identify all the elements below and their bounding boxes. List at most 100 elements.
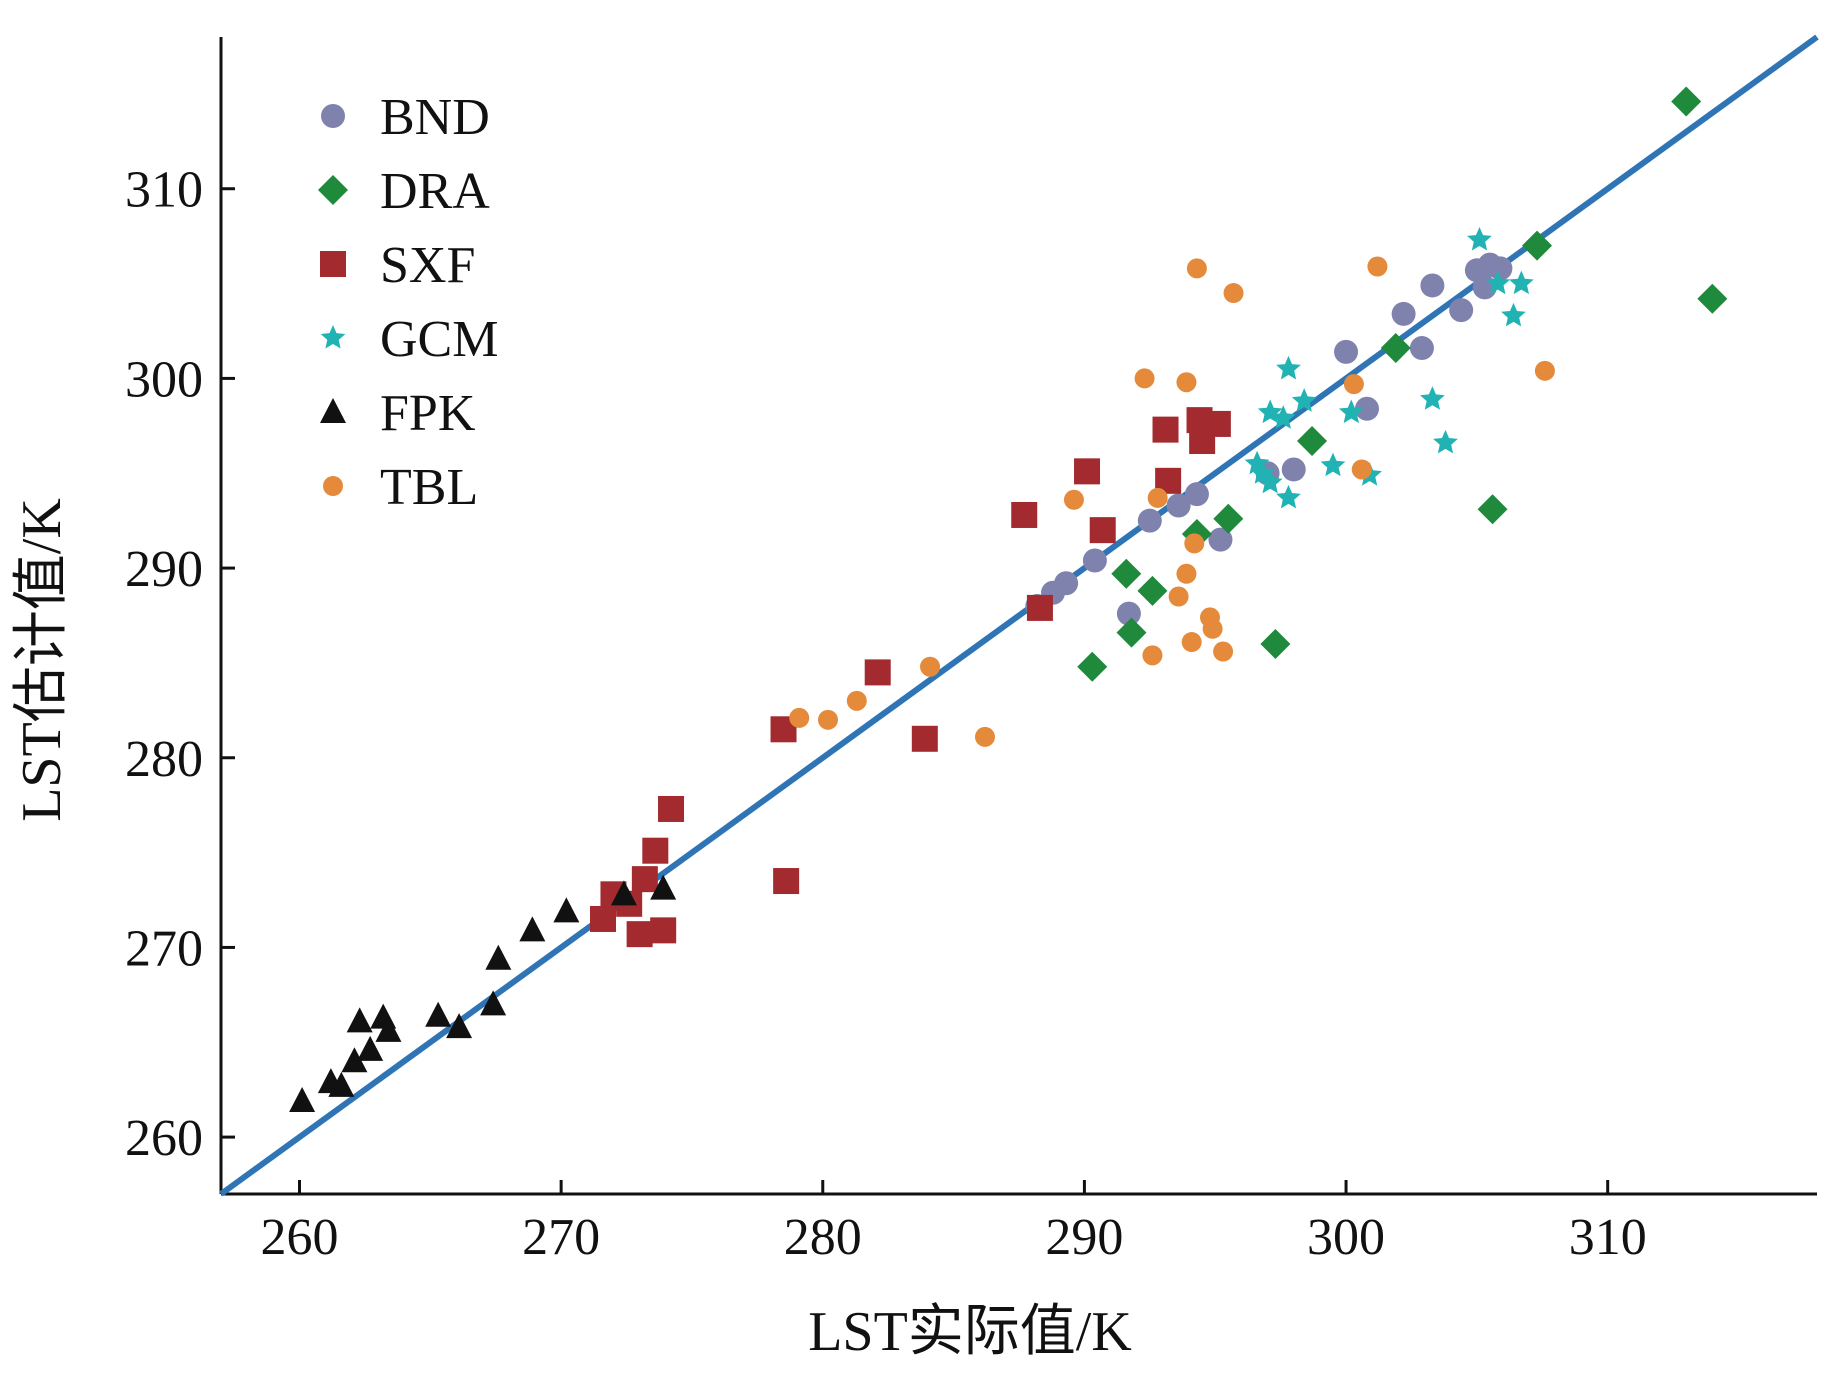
point-gcm-8 [1320,452,1346,477]
series-sxf [589,407,1231,948]
point-dra-10 [1522,230,1553,261]
series-tbl [789,256,1555,747]
legend-item-sxf: SXF [320,237,475,294]
y-axis-tick-label-260: 260 [125,1110,203,1167]
point-tbl-12 [1181,632,1202,653]
series-dra [1077,86,1728,682]
data-points-layer [289,86,1728,1113]
x-axis-title: LST实际值/K [808,1301,1132,1363]
point-sxf-10 [864,659,891,686]
point-bnd-16 [1449,298,1474,323]
point-tbl-13 [1184,533,1205,554]
point-bnd-12 [1354,396,1379,421]
legend-marker-tbl [323,476,343,496]
point-bnd-4 [1116,601,1141,626]
legend-marker-fpk [320,398,346,423]
point-tbl-18 [1223,283,1244,304]
point-fpk-15 [650,874,677,900]
legend-label-gcm: GCM [380,311,498,368]
point-tbl-10 [1176,563,1197,584]
point-fpk-7 [375,1016,402,1042]
point-dra-0 [1077,651,1108,682]
point-sxf-20 [1204,410,1231,437]
legend-label-bnd: BND [380,89,490,146]
point-fpk-2 [328,1071,355,1097]
point-bnd-7 [1184,482,1209,507]
x-axis-ticks: 260 270 280 290 300 310 [260,1180,1647,1266]
point-sxf-7 [658,795,685,822]
y-axis-ticks: 260 270 280 290 300 310 [125,162,235,1167]
point-tbl-22 [1534,360,1555,381]
point-gcm-9 [1338,399,1364,424]
point-bnd-5 [1137,508,1162,533]
point-sxf-16 [1152,416,1179,443]
point-dra-5 [1213,503,1244,534]
point-gcm-14 [1485,270,1511,295]
x-axis-tick-label-310: 310 [1569,1209,1647,1266]
point-bnd-14 [1409,336,1434,361]
point-tbl-1 [818,709,839,730]
point-fpk-9 [446,1013,473,1039]
point-fpk-0 [289,1087,316,1113]
point-bnd-8 [1208,527,1233,552]
point-tbl-16 [1202,618,1223,639]
x-axis-tick-label-270: 270 [522,1209,600,1266]
legend-label-fpk: FPK [380,385,476,442]
point-gcm-4 [1270,405,1296,429]
point-tbl-21 [1367,256,1388,277]
point-tbl-2 [846,690,867,711]
point-tbl-6 [1134,368,1155,389]
point-tbl-17 [1213,641,1234,662]
point-sxf-11 [911,725,938,752]
point-fpk-12 [519,916,546,942]
x-axis-tick-label-290: 290 [1045,1209,1123,1266]
legend-label-sxf: SXF [380,237,475,294]
legend-label-dra: DRA [380,163,490,220]
legend-item-tbl: TBL [323,459,478,516]
x-axis-tick-label-280: 280 [784,1209,862,1266]
point-bnd-20 [1488,256,1513,281]
legend-item-bnd: BND [321,89,490,146]
point-sxf-4 [631,866,658,893]
y-axis-tick-label-280: 280 [125,731,203,788]
point-sxf-14 [1074,458,1101,485]
point-dra-12 [1697,283,1728,314]
point-fpk-5 [357,1035,384,1061]
legend-marker-bnd [321,104,345,128]
fit-line [219,34,1819,1197]
y-axis-title: LST估计值/K [11,498,73,822]
point-sxf-15 [1089,517,1116,544]
point-tbl-8 [1147,487,1168,508]
point-sxf-9 [773,868,800,895]
point-tbl-5 [1063,489,1084,510]
point-fpk-11 [485,944,512,970]
point-bnd-13 [1391,301,1416,326]
point-fpk-4 [346,1007,373,1033]
point-gcm-7 [1291,388,1317,412]
point-tbl-7 [1142,645,1163,666]
legend-marker-dra [318,175,348,205]
point-dra-7 [1297,426,1328,457]
point-gcm-13 [1467,226,1492,251]
point-dra-6 [1260,628,1291,659]
point-fpk-14 [610,880,637,906]
point-tbl-14 [1186,258,1207,279]
point-sxf-6 [650,917,677,944]
point-gcm-15 [1501,302,1526,327]
point-gcm-2 [1257,469,1283,494]
point-tbl-0 [789,707,810,728]
point-dra-3 [1137,575,1168,606]
y-axis-tick-label-290: 290 [125,541,203,598]
legend-item-dra: DRA [318,163,490,220]
point-dra-11 [1671,86,1702,117]
legend-marker-sxf [320,251,346,277]
point-bnd-6 [1166,493,1191,518]
y-axis-tick-label-270: 270 [125,920,203,977]
point-tbl-3 [920,656,941,677]
point-dra-9 [1477,494,1508,525]
point-bnd-15 [1420,273,1445,298]
legend-marker-gcm [320,325,346,349]
point-fpk-8 [425,1001,452,1027]
point-sxf-3 [626,921,653,948]
